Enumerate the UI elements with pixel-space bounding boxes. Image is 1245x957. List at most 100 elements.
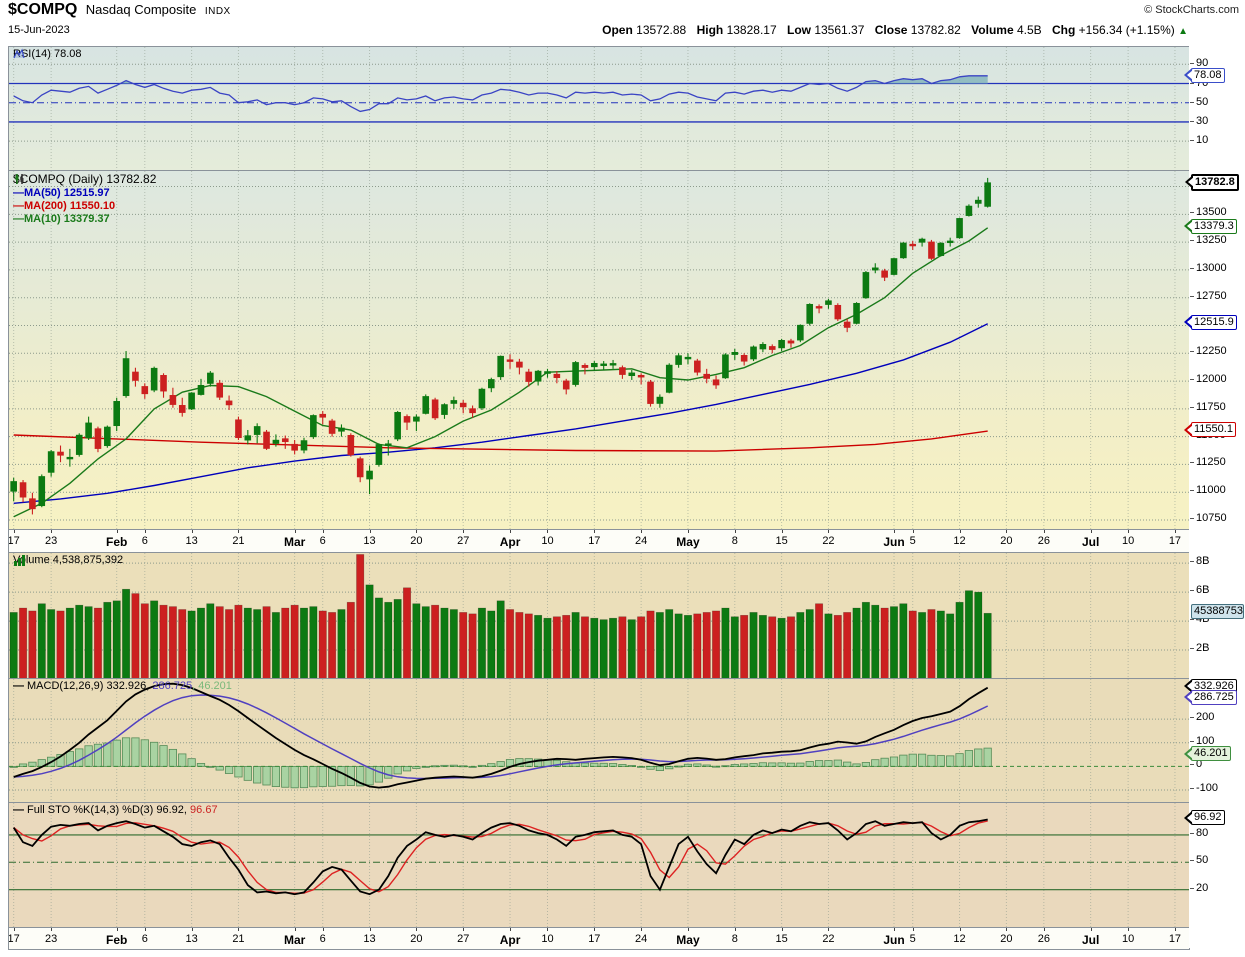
- open-value: 13572.88: [636, 23, 687, 37]
- volume-plot: [9, 553, 1189, 678]
- x-axis-label: 17: [1168, 535, 1182, 547]
- volume-bars: [9, 554, 992, 678]
- x-axis-tick-mark: [1043, 928, 1045, 931]
- vertical-gridlines: [13, 47, 1176, 170]
- x-axis-label: 21: [232, 535, 245, 547]
- x-axis-label: 17: [588, 535, 601, 547]
- x-axis-tick-mark: [1043, 530, 1045, 533]
- x-axis-tick-mark: [1128, 928, 1130, 931]
- low-label: Low: [786, 23, 811, 37]
- x-axis-tick-mark: [322, 928, 324, 931]
- open-label: Open: [602, 23, 633, 37]
- macd-plot: [9, 679, 1189, 802]
- x-axis-label: 12: [953, 535, 966, 547]
- x-axis-tick-mark: [13, 928, 15, 931]
- x-axis-label: 21: [232, 933, 245, 945]
- x-axis-tick-mark: [1090, 928, 1092, 931]
- x-axis-tick-mark: [116, 530, 118, 533]
- y-axis-label: 11250: [1190, 456, 1226, 469]
- x-axis-label: 10: [1122, 535, 1135, 547]
- quote-date: 15-Jun-2023: [8, 24, 70, 36]
- x-axis-label: 26: [1037, 933, 1050, 945]
- x-axis-label: Feb: [106, 535, 128, 549]
- x-axis-label: Mar: [283, 535, 306, 549]
- x-axis-tick-mark: [238, 530, 240, 533]
- x-axis-label: May: [676, 933, 700, 947]
- x-axis-label: 26: [1037, 535, 1050, 547]
- x-axis-label: 12: [953, 933, 966, 945]
- quote-row: 15-Jun-2023 Open 13572.88 High 13828.17 …: [8, 21, 1188, 40]
- y-axis-label: 12250: [1190, 345, 1227, 358]
- y-axis-label: 50: [1189, 854, 1209, 867]
- y-axis-label: 30: [1189, 114, 1209, 127]
- stochastic-plot: [9, 803, 1189, 927]
- x-axis-tick-mark: [116, 928, 118, 931]
- x-axis-tick-mark: [594, 530, 596, 533]
- vertical-gridlines: [13, 679, 1176, 802]
- x-axis-label: 20: [410, 535, 423, 547]
- x-axis-label: 17: [9, 933, 20, 945]
- x-axis-label: 13: [363, 535, 376, 547]
- x-axis-tick-mark: [191, 530, 193, 533]
- y-axis-callout: 13379.3: [1191, 218, 1237, 234]
- x-axis-label: Apr: [499, 535, 521, 549]
- x-axis-tick-mark: [959, 530, 961, 533]
- y-axis-label: 11000: [1190, 484, 1226, 497]
- close-value: 13782.82: [910, 23, 961, 37]
- y-axis-label: 8B: [1189, 555, 1210, 568]
- x-axis-tick-mark: [463, 928, 465, 931]
- x-axis-label: 17: [1168, 933, 1182, 945]
- macd-histogram: [9, 737, 992, 789]
- x-axis-tick-mark: [191, 928, 193, 931]
- y-axis-label: 90: [1189, 57, 1209, 70]
- x-axis-tick-mark: [734, 530, 736, 533]
- y-axis-label: 13000: [1190, 261, 1227, 274]
- x-axis-label: 6: [319, 933, 326, 945]
- x-axis-tick-mark: [734, 928, 736, 931]
- x-axis-tick-mark: [1174, 530, 1176, 533]
- y-axis-label: 10750: [1190, 511, 1227, 524]
- x-axis-tick-mark: [828, 530, 830, 533]
- y-axis-callout: 4538875392: [1191, 604, 1244, 620]
- y-axis-label: 6B: [1189, 584, 1210, 597]
- x-axis-label: 15: [775, 933, 788, 945]
- x-axis-tick-mark: [1174, 928, 1176, 931]
- rsi-line: [13, 75, 988, 113]
- y-axis-label: 80: [1189, 826, 1209, 839]
- x-axis-tick-mark: [641, 928, 643, 931]
- y-axis-callout: 78.08: [1191, 67, 1225, 83]
- x-axis-tick-mark: [641, 530, 643, 533]
- x-axis-tick-mark: [594, 928, 596, 931]
- x-axis-label: Jul: [1081, 535, 1100, 549]
- y-axis-callout: 12515.9: [1191, 314, 1237, 330]
- x-axis-label: 20: [1000, 535, 1013, 547]
- x-axis-label: 22: [822, 535, 835, 547]
- x-axis-tick-mark: [51, 928, 53, 931]
- x-axis-tick-mark: [369, 928, 371, 931]
- x-axis-label: 24: [635, 535, 648, 547]
- x-axis-tick-mark: [369, 530, 371, 533]
- symbol-name: Nasdaq Composite: [85, 2, 197, 17]
- y-axis-callout: 46.201: [1191, 746, 1231, 762]
- x-axis-label: Jul: [1081, 933, 1100, 947]
- x-axis-tick-mark: [144, 530, 146, 533]
- x-axis-label: 23: [45, 535, 58, 547]
- x-axis-tick-mark: [1128, 530, 1130, 533]
- x-axis-tick-mark: [13, 530, 15, 533]
- x-axis-tick-mark: [912, 530, 914, 533]
- chg-label: Chg: [1052, 23, 1076, 37]
- x-axis-tick-mark: [510, 530, 512, 533]
- y-axis-callout: 13782.8: [1191, 173, 1239, 191]
- macd-panel: — MACD(12,26,9) 332.926, 286.725, 46.201: [9, 678, 1189, 802]
- rsi-plot: [9, 47, 1189, 170]
- x-axis-tick-mark: [510, 928, 512, 931]
- x-axis-label: 5: [909, 535, 916, 547]
- x-axis-tick-mark: [322, 530, 324, 533]
- chart-header: $COMPQ Nasdaq Composite INDX © StockChar…: [8, 1, 1241, 21]
- y-axis-label: 2B: [1189, 642, 1210, 655]
- y-axis-column: [1189, 46, 1245, 948]
- y-axis-label: 200: [1189, 711, 1215, 724]
- x-axis-strip-bottom: 17 23 Feb 6 13 21 Mar 6 13 20 27 Apr 10 17 24 May 8 15 22 J…: [9, 927, 1189, 949]
- x-axis-tick-mark: [781, 928, 783, 931]
